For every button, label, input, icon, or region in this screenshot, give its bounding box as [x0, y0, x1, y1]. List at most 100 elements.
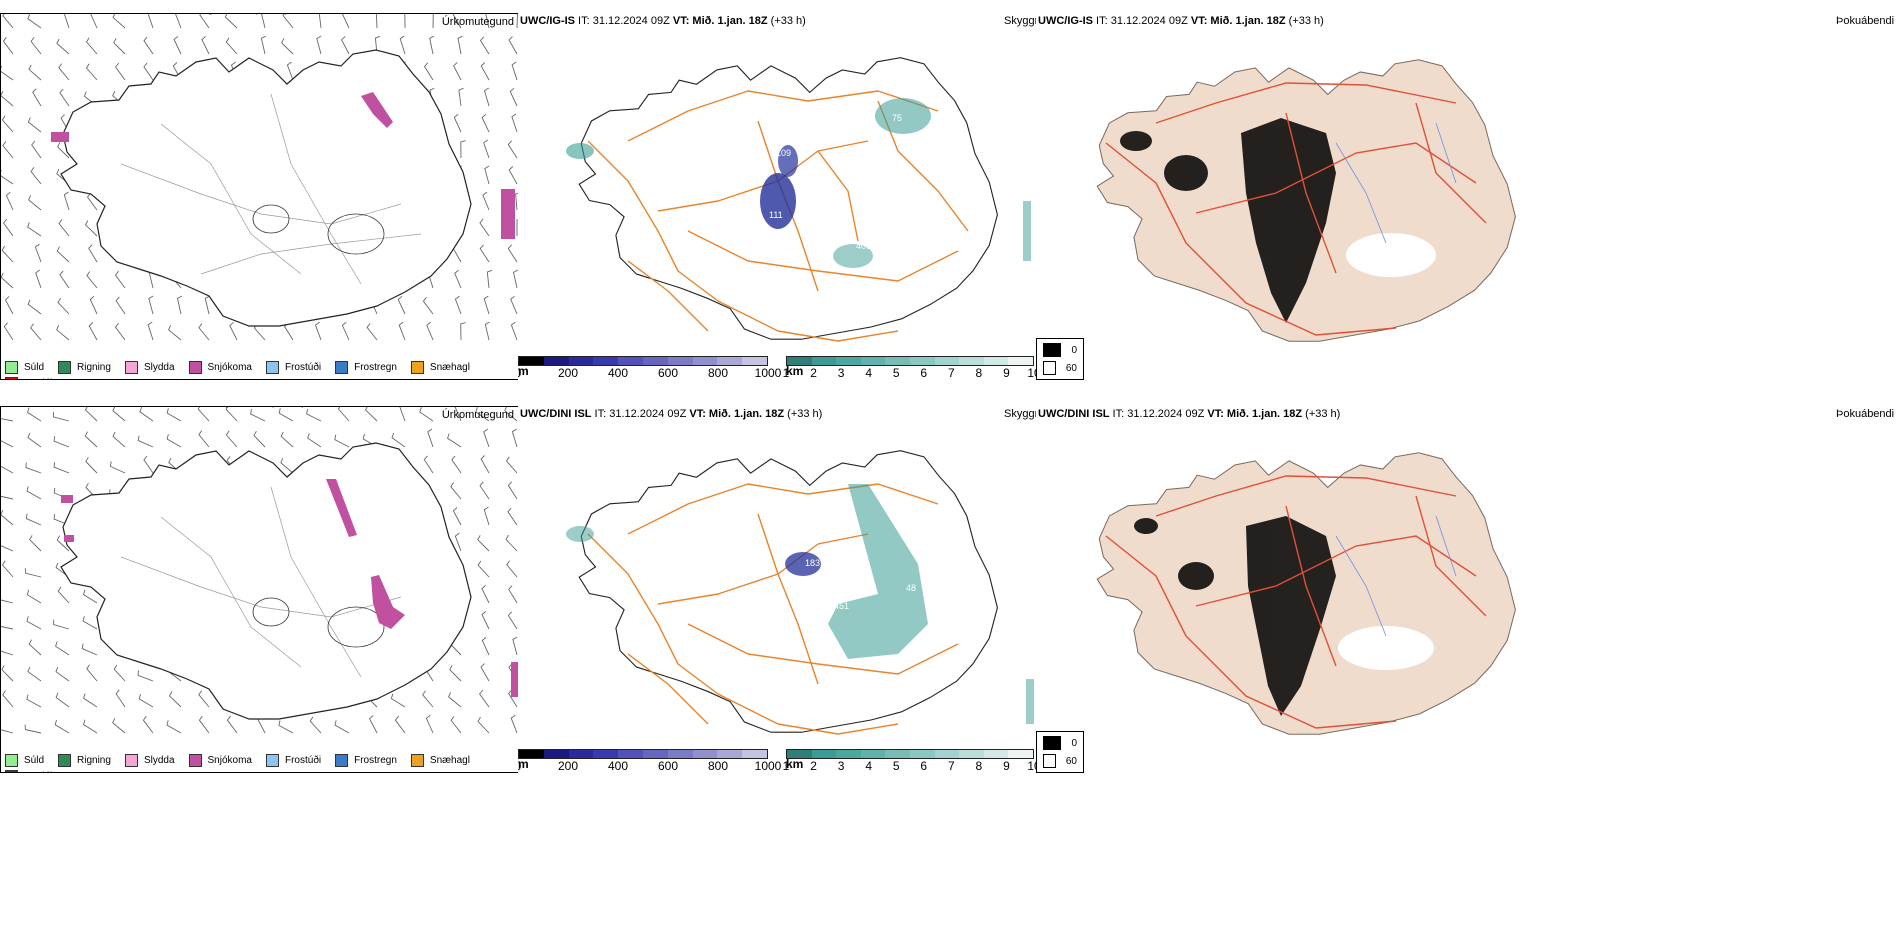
- legend-swatch: [58, 754, 72, 767]
- tick-label: 9: [1003, 366, 1010, 380]
- map-value-label: 111: [769, 210, 783, 220]
- wind-barb: [477, 716, 490, 734]
- wind-barb: [422, 297, 434, 315]
- wind-barb: [85, 456, 98, 474]
- wind-barb: [253, 430, 266, 448]
- wind-barb: [1, 65, 14, 81]
- legend-item: Haglél: [5, 377, 52, 379]
- wind-barb: [86, 664, 98, 682]
- panel-precip-igis: UWC/IG-IS IT: 31.12.2024 09Z VT: Mið. 1.…: [0, 13, 519, 380]
- visibility-colorbar: 1 2 3 4 5 6 7 8 9 10 km: [783, 749, 1036, 773]
- wind-barb: [54, 719, 70, 734]
- wind-barb: [341, 14, 350, 29]
- wind-barb: [309, 716, 322, 734]
- legend-swatch: [5, 361, 18, 374]
- wind-barb: [198, 323, 210, 341]
- wind-barb: [480, 663, 490, 682]
- fog-legend-label: 0: [1071, 344, 1077, 356]
- wind-barb: [225, 37, 238, 55]
- fog-legend-label: 0: [1071, 737, 1077, 749]
- wind-barb: [281, 38, 294, 55]
- tick-label: 3: [837, 366, 845, 380]
- wind-barb: [143, 62, 154, 81]
- glacier-white: [1346, 233, 1436, 277]
- wind-barb: [26, 589, 42, 604]
- wind-barb: [278, 720, 294, 734]
- wind-barb: [88, 244, 98, 263]
- legend-label: Haglél: [24, 378, 52, 379]
- legend-swatch: [188, 754, 202, 767]
- wind-barb: [280, 458, 294, 474]
- wind-barb: [509, 87, 518, 107]
- wind-barb: [168, 691, 182, 708]
- wind-barb: [30, 167, 42, 185]
- legend-swatch: [58, 361, 72, 374]
- wind-barb: [31, 140, 42, 159]
- wind-barb: [480, 62, 490, 81]
- wind-barb: [168, 325, 182, 341]
- wind-barb: [485, 14, 490, 29]
- wind-barb: [512, 269, 518, 289]
- tick-label: 2: [810, 759, 817, 773]
- wind-barb: [1, 90, 14, 107]
- wind-barb: [63, 191, 70, 211]
- wind-barb: [447, 433, 462, 448]
- legend-swatch: [124, 754, 138, 767]
- wind-barb: [57, 297, 70, 315]
- wind-barb: [1, 170, 14, 185]
- legend-label: Frostúði: [284, 362, 322, 373]
- wind-barb: [83, 693, 98, 708]
- legend-label: Slydda: [143, 755, 175, 766]
- fog-indicator-map: [1096, 59, 1516, 342]
- wind-barb: [32, 88, 42, 107]
- value-labels: 40 183 451 48 371: [805, 466, 953, 621]
- map-value-label: 109: [776, 148, 791, 158]
- precip-type-map: [1, 407, 518, 734]
- legend-item: Rigning: [58, 754, 111, 767]
- wind-barb: [56, 535, 70, 552]
- fog-swatch: [1043, 736, 1062, 750]
- wind-barb: [419, 407, 434, 422]
- legend-label: Súld: [24, 362, 45, 373]
- wind-barb: [114, 270, 126, 289]
- ceiling-unit: m: [518, 757, 529, 771]
- map-value-label: 256: [798, 193, 813, 203]
- ceiling-bar: [518, 356, 768, 366]
- wind-barb: [427, 428, 434, 448]
- wind-barb: [505, 456, 518, 474]
- wind-barb: [508, 689, 518, 708]
- wind-barb: [511, 61, 518, 81]
- title-vt-rest: (+33 h): [784, 408, 823, 420]
- wind-barb: [197, 407, 210, 422]
- tick-label: 1000: [754, 759, 782, 773]
- panel-right-label: Skyggni: [1004, 408, 1036, 420]
- wind-barb: [508, 166, 518, 185]
- legend-label: Slydda: [143, 362, 175, 373]
- tick-label: 1: [782, 366, 790, 380]
- legend-item: Súld: [5, 361, 44, 374]
- wind-barb: [53, 619, 70, 630]
- wind-barb: [224, 14, 238, 29]
- wind-barb: [481, 113, 490, 133]
- wind-barb: [484, 321, 490, 341]
- wind-barb: [225, 407, 238, 422]
- wind-barb: [457, 35, 463, 55]
- legend-swatch: [265, 754, 279, 767]
- wind-barb: [399, 35, 406, 55]
- map-value-label: 183: [805, 558, 820, 568]
- wind-barb: [28, 639, 42, 656]
- map-value-label: 371: [938, 611, 953, 621]
- tick-label: 4: [865, 366, 872, 380]
- wind-barb: [453, 62, 462, 81]
- wind-barb: [307, 433, 322, 448]
- wind-barb: [4, 296, 14, 315]
- panel-right-label: Úrkomutegund: [441, 409, 514, 421]
- legend-swatch: [335, 361, 349, 374]
- wind-barb: [512, 636, 518, 656]
- wind-barb: [449, 665, 462, 682]
- precip-type-legend: Súld Rigning Slydda Snjókoma Frostúði Frostre…: [5, 754, 518, 772]
- wind-barb: [204, 295, 210, 315]
- wind-barb: [147, 14, 154, 29]
- wind-barb: [198, 715, 210, 734]
- wind-barb: [483, 87, 490, 107]
